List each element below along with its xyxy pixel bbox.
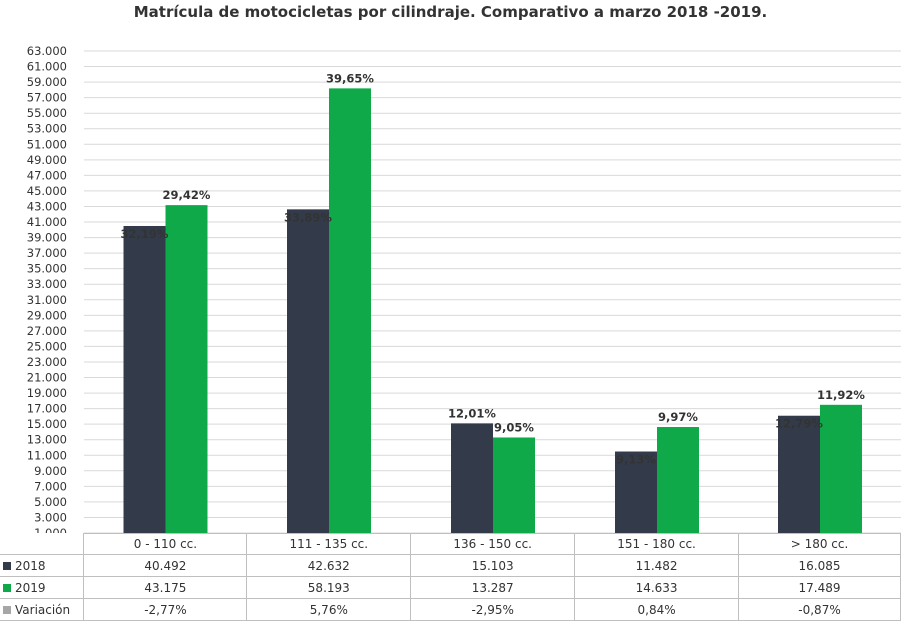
legend-swatch-2018 [3, 561, 11, 570]
bar-2019 [657, 427, 699, 533]
y-tick-label: 23.000 [27, 355, 67, 369]
data-label-2019: 9,97% [658, 410, 698, 424]
bar-2018 [451, 423, 493, 533]
table-row-2018: 2018 40.492 42.632 15.103 11.482 16.085 [0, 554, 901, 577]
table-cell: 43.175 [83, 576, 248, 599]
table-cell: 15.103 [410, 554, 576, 577]
table-cell: 42.632 [246, 554, 412, 577]
y-tick-label: 31.000 [27, 293, 67, 307]
y-tick-label: 27.000 [27, 324, 67, 338]
y-tick-label: 59.000 [27, 75, 67, 89]
table-cell: 13.287 [410, 576, 576, 599]
data-label-2018: 9,13% [616, 453, 656, 467]
table-cell: -0,87% [738, 598, 901, 621]
table-row-2019: 2019 43.175 58.193 13.287 14.633 17.489 [0, 576, 901, 599]
table-cell: -2,95% [410, 598, 576, 621]
legend-entry-variacion: Variación [0, 598, 85, 621]
bar-2018 [615, 451, 657, 533]
table-cell: 11.482 [574, 554, 740, 577]
bar-2019 [493, 437, 535, 533]
data-label-2018: 32,19% [121, 227, 169, 241]
data-label-2019: 11,92% [817, 388, 865, 402]
legend-label: Variación [15, 602, 71, 617]
y-tick-label: 41.000 [27, 215, 67, 229]
bar-2019 [165, 205, 208, 533]
legend-label: 2018 [15, 558, 46, 573]
chart-title: Matrícula de motocicletas por cilindraje… [133, 3, 768, 21]
table-cell: 40.492 [83, 554, 248, 577]
data-labels: 32,19% 29,42% 33,89% 39,65% 12,01%9,05% 9,13%… [121, 71, 866, 466]
y-tick-label: 7.000 [34, 479, 67, 493]
y-tick-label: 37.000 [27, 246, 67, 260]
data-label-2018: 12,79% [775, 417, 823, 431]
legend-swatch-2019 [3, 583, 11, 592]
table-row-variacion: Variación -2,77% 5,76% -2,95% 0,84% -0,8… [0, 598, 901, 621]
bars [123, 88, 862, 533]
y-tick-label: 33.000 [27, 277, 67, 291]
y-tick-label: 5.000 [34, 495, 67, 509]
data-label-2018: 12,01% [448, 406, 496, 420]
y-tick-label: 19.000 [27, 386, 67, 400]
y-tick-label: 13.000 [27, 433, 67, 447]
legend-label: 2019 [15, 580, 46, 595]
y-tick-label: 35.000 [27, 262, 67, 276]
y-tick-label: 63.000 [27, 44, 67, 58]
table-cell: 14.633 [574, 576, 740, 599]
legend-swatch-variacion [3, 605, 11, 614]
category-label: 0 - 110 cc. [83, 533, 248, 555]
y-tick-label: 9.000 [34, 464, 67, 478]
y-tick-label: 15.000 [27, 417, 67, 431]
y-tick-label: 47.000 [27, 168, 67, 182]
y-tick-label: 17.000 [27, 402, 67, 416]
table-cell: 17.489 [738, 576, 901, 599]
y-tick-label: 1.000 [34, 526, 67, 533]
y-tick-label: 51.000 [27, 137, 67, 151]
y-tick-label: 61.000 [27, 60, 67, 74]
y-tick-label: 29.000 [27, 308, 67, 322]
y-tick-label: 21.000 [27, 371, 67, 385]
category-label: 111 - 135 cc. [246, 533, 412, 555]
y-tick-label: 55.000 [27, 106, 67, 120]
bar-2018 [123, 225, 166, 533]
category-label: > 180 cc. [738, 533, 901, 555]
table-header-row: 0 - 110 cc. 111 - 135 cc. 136 - 150 cc. … [0, 533, 901, 555]
y-tick-label: 45.000 [27, 184, 67, 198]
data-label-2019: 9,05% [494, 420, 534, 434]
data-table: 0 - 110 cc. 111 - 135 cc. 136 - 150 cc. … [0, 533, 901, 621]
bar-2018 [778, 415, 820, 533]
y-tick-label: 39.000 [27, 231, 67, 245]
legend-entry-2018: 2018 [0, 554, 85, 577]
y-tick-label: 49.000 [27, 153, 67, 167]
table-cell: 0,84% [574, 598, 740, 621]
y-tick-label: 3.000 [34, 510, 67, 524]
data-label-2018: 33,89% [284, 210, 332, 224]
y-tick-label: 11.000 [27, 448, 67, 462]
y-tick-label: 53.000 [27, 122, 67, 136]
y-tick-label: 57.000 [27, 91, 67, 105]
table-cell: 16.085 [738, 554, 901, 577]
category-label: 151 - 180 cc. [574, 533, 740, 555]
y-tick-label: 43.000 [27, 199, 67, 213]
y-tick-label: 25.000 [27, 339, 67, 353]
data-label-2019: 29,42% [163, 188, 211, 202]
table-cell: 58.193 [246, 576, 412, 599]
legend-entry-2019: 2019 [0, 576, 85, 599]
table-corner-cell [0, 533, 85, 555]
data-label-2019: 39,65% [326, 71, 374, 85]
bar-2019 [820, 404, 862, 533]
table-cell: 5,76% [246, 598, 412, 621]
bar-2018 [287, 209, 329, 533]
category-label: 136 - 150 cc. [410, 533, 576, 555]
bar-2019 [329, 88, 371, 533]
table-cell: -2,77% [83, 598, 248, 621]
